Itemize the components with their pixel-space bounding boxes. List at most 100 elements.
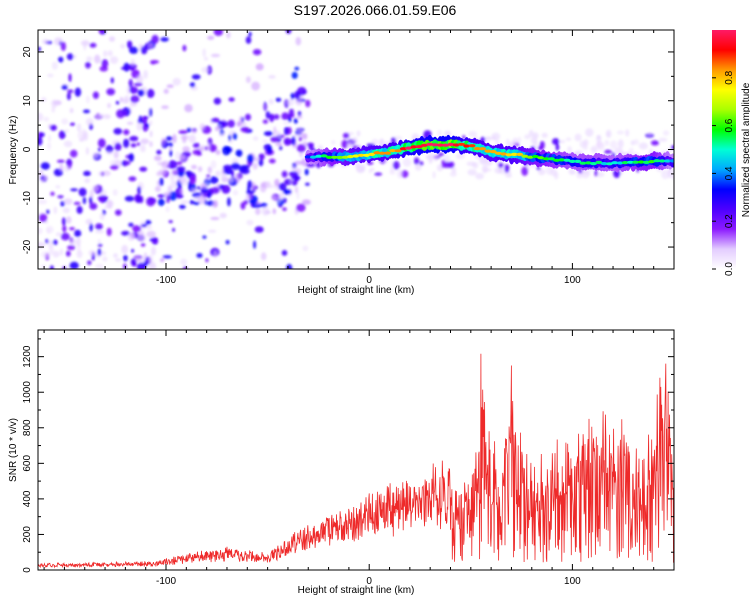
spectrogram-noise-blob — [74, 229, 82, 238]
spectrogram-noise-blob — [76, 244, 81, 253]
signal-band-core — [331, 155, 339, 159]
spectrogram-noise-blob — [140, 144, 146, 153]
spectrogram-noise-blob — [94, 230, 105, 234]
signal-band-core — [632, 160, 640, 164]
spectrogram-noise-blob — [670, 173, 674, 180]
spectrogram-noise-blob — [128, 222, 134, 227]
signal-band-core — [447, 142, 455, 146]
spectrogram-noise-blob — [294, 66, 300, 71]
spectrogram-noise-blob — [97, 59, 102, 63]
spectrogram-noise-blob — [180, 177, 189, 186]
spectrogram-noise-blob — [57, 195, 64, 199]
spectrogram-noise-blob — [521, 166, 529, 176]
spectrogram-noise-blob — [58, 130, 66, 140]
spectrogram-noise-blob — [140, 138, 149, 145]
spectrogram-noise-blob — [451, 167, 457, 174]
signal-band-core — [473, 147, 481, 151]
spectrogram-noise-blob — [413, 157, 420, 165]
spectrogram-noise-blob — [69, 261, 79, 269]
signal-band-core — [505, 153, 513, 157]
spectrogram-noise-blob — [66, 216, 72, 224]
spectrogram-noise-blob — [282, 207, 287, 211]
signal-band-core — [442, 143, 450, 147]
spectrogram-noise-blob — [138, 115, 143, 124]
spectrogram-x-tick-label: 0 — [366, 275, 372, 286]
snr-y-label: SNR (10 * v/v) — [8, 418, 19, 482]
spectrogram-noise-blob — [484, 137, 492, 141]
spectrogram-noise-blob — [206, 174, 211, 178]
spectrogram-noise-blob — [45, 239, 49, 244]
spectrogram-noise-blob — [123, 138, 130, 148]
spectrogram-noise-blob — [223, 164, 232, 171]
signal-band-core — [436, 143, 444, 147]
spectrogram-noise-blob — [590, 145, 598, 154]
spectrogram-noise-blob — [137, 186, 142, 195]
spectrogram-noise-blob — [193, 195, 204, 201]
spectrogram-noise-blob — [245, 113, 251, 121]
snr-series-line — [38, 353, 674, 569]
spectrogram-noise-blob — [251, 81, 260, 91]
signal-band-core — [373, 151, 381, 155]
spectrogram-noise-blob — [192, 183, 196, 189]
snr-x-label: Height of straight line (km) — [298, 585, 415, 596]
spectrogram-noise-blob — [85, 147, 89, 155]
spectrogram-noise-blob — [39, 213, 48, 223]
spectrogram-noise-blob — [172, 77, 181, 86]
spectrogram-noise-blob — [267, 145, 273, 154]
spectrogram-noise-blob — [670, 145, 674, 150]
spectrogram-noise-blob — [285, 30, 292, 34]
spectrogram-noise-blob — [272, 208, 276, 215]
spectrogram-noise-blob — [268, 75, 276, 79]
spectrogram-y-tick-label: -20 — [22, 239, 33, 254]
spectrogram-noise-blob — [279, 145, 283, 151]
signal-band-core — [489, 150, 497, 154]
snr-y-tick-label: 1000 — [22, 381, 33, 404]
spectrogram-noise-blob — [110, 56, 119, 64]
signal-band-core — [595, 160, 603, 164]
spectrogram-noise-blob — [113, 128, 123, 135]
spectrogram-noise-blob — [205, 258, 209, 263]
spectrogram-noise-blob — [650, 140, 660, 146]
spectrogram-noise-blob — [61, 118, 69, 125]
snr-frame — [37, 329, 675, 571]
spectrogram-noise-blob — [142, 115, 149, 119]
spectrogram-noise-blob — [51, 99, 58, 109]
spectrogram-noise-blob — [247, 153, 254, 163]
spectrogram-noise-blob — [662, 130, 670, 136]
spectrogram-noise-blob — [136, 74, 144, 84]
spectrogram-noise-blob — [138, 44, 144, 48]
spectrogram-noise-blob — [172, 227, 176, 232]
spectrogram-noise-blob — [82, 197, 87, 205]
spectrogram-noise-blob — [245, 36, 252, 44]
spectrogram-noise-blob — [120, 66, 129, 70]
spectrogram-noise-blob — [541, 132, 548, 138]
spectrogram-noise-blob — [137, 233, 147, 243]
spectrogram-noise-blob — [201, 66, 210, 73]
spectrogram-noise-blob — [174, 175, 178, 180]
spectrogram-noise-blob — [130, 101, 138, 107]
spectrogram-noise-blob — [213, 30, 224, 36]
spectrogram-noise-blob — [262, 119, 268, 124]
spectrogram-noise-blob — [397, 169, 403, 179]
spectrogram-noise-blob — [149, 141, 153, 148]
signal-band-core — [405, 146, 413, 150]
spectrogram-noise-blob — [199, 123, 206, 131]
spectrogram-noise-blob — [225, 240, 230, 245]
spectrogram-noise-blob — [92, 151, 99, 158]
spectrogram-noise-blob — [67, 245, 76, 251]
spectrogram-noise-blob — [260, 252, 267, 261]
spectrogram-noise-blob — [76, 237, 81, 247]
spectrogram-noise-blob — [145, 220, 152, 225]
spectrogram-noise-blob — [159, 177, 164, 186]
spectrogram-noise-blob — [189, 200, 196, 205]
spectrogram-y-label: Frequency (Hz) — [8, 116, 19, 185]
spectrogram-noise-blob — [296, 203, 306, 212]
spectrogram-noise-blob — [94, 113, 103, 121]
spectrogram-noise-blob — [83, 170, 91, 177]
signal-band-core — [637, 160, 645, 164]
spectrogram-noise-blob — [171, 169, 179, 175]
spectrogram-noise-blob — [582, 145, 588, 150]
signal-band-core — [516, 152, 524, 156]
spectrogram-noise-blob — [400, 170, 409, 178]
